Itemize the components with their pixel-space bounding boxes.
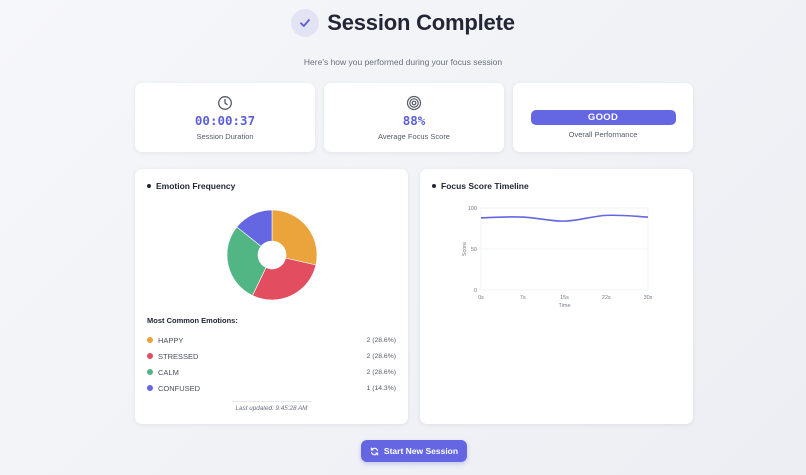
focus-line-chart: 0 50 100 0s 7s 15s 22s 30s Time Score bbox=[462, 206, 653, 309]
confused-dot-icon bbox=[147, 385, 153, 391]
start-new-session-button[interactable]: Start New Session bbox=[361, 440, 467, 462]
average-focus-card: 88% Average Focus Score bbox=[324, 83, 504, 152]
list-item: CALM 2 (28.6%) bbox=[147, 364, 396, 380]
average-focus-label: Average Focus Score bbox=[378, 132, 450, 141]
list-item: CONFUSED 1 (14.3%) bbox=[147, 380, 396, 396]
happy-slice bbox=[271, 209, 318, 266]
focus-timeline-panel: Focus Score Timeline 0 50 100 0s 7s 15s 22s 30s… bbox=[420, 169, 693, 424]
bullet-icon bbox=[147, 184, 151, 188]
svg-text:7s: 7s bbox=[520, 295, 526, 301]
emotion-pie-chart bbox=[226, 209, 318, 301]
session-duration-card: 00:00:37 Session Duration bbox=[135, 83, 315, 152]
emotion-list: HAPPY 2 (28.6%) STRESSED 2 (28.6%) CALM … bbox=[147, 332, 396, 396]
check-icon bbox=[291, 9, 320, 37]
svg-text:22s: 22s bbox=[602, 295, 611, 301]
svg-text:0s: 0s bbox=[478, 295, 484, 301]
svg-text:50: 50 bbox=[471, 247, 477, 253]
page-title: Session Complete bbox=[327, 10, 515, 35]
most-common-title: Most Common Emotions: bbox=[147, 316, 238, 325]
performance-label: Overall Performance bbox=[568, 130, 638, 139]
refresh-icon bbox=[370, 447, 379, 455]
page-header: Session Complete bbox=[0, 9, 806, 37]
focus-score-line bbox=[480, 214, 649, 222]
svg-text:30s: 30s bbox=[644, 295, 653, 301]
average-focus-value: 88% bbox=[402, 113, 426, 128]
calm-dot-icon bbox=[147, 369, 153, 375]
performance-badge: GOOD bbox=[530, 110, 676, 125]
emotion-frequency-panel: Emotion Frequency Most Common Emotions: … bbox=[135, 169, 408, 424]
emotion-frequency-title: Emotion Frequency bbox=[147, 181, 235, 191]
clock-icon bbox=[217, 95, 233, 111]
svg-text:Score: Score bbox=[462, 242, 468, 256]
calm-slice bbox=[226, 226, 267, 296]
list-item: STRESSED 2 (28.6%) bbox=[147, 348, 396, 364]
target-icon bbox=[406, 95, 422, 111]
happy-dot-icon bbox=[147, 337, 153, 343]
overall-performance-card: GOOD Overall Performance bbox=[513, 83, 693, 152]
confused-slice bbox=[236, 209, 273, 247]
list-item: HAPPY 2 (28.6%) bbox=[147, 332, 396, 348]
page-subtitle: Here's how you performed during your foc… bbox=[303, 57, 503, 67]
svg-text:100: 100 bbox=[468, 206, 477, 212]
svg-text:15s: 15s bbox=[560, 295, 569, 301]
stressed-dot-icon bbox=[147, 353, 153, 359]
focus-timeline-title: Focus Score Timeline bbox=[432, 181, 529, 191]
svg-text:Time: Time bbox=[558, 303, 570, 309]
stressed-slice bbox=[252, 257, 317, 301]
bullet-icon bbox=[432, 184, 436, 188]
svg-text:0: 0 bbox=[474, 288, 477, 294]
session-duration-value: 00:00:37 bbox=[194, 113, 256, 128]
last-updated: Last updated: 9:45:28 AM bbox=[231, 401, 312, 412]
session-duration-label: Session Duration bbox=[196, 132, 254, 141]
